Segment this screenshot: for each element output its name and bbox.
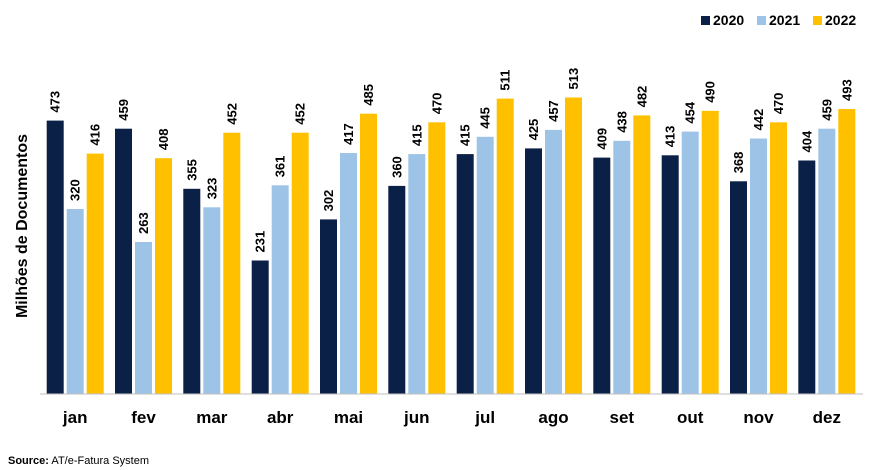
bar-2022-jan [86,153,104,394]
value-labels: 473 320 416 459 263 408 355 323 452 231 361 452 302 4… [48,68,855,253]
value-label-2021-nov: 442 [751,109,766,131]
x-tick-label-set: set [610,408,635,427]
x-tick-label-mai: mai [334,408,363,427]
legend-swatch-2021 [757,16,766,25]
x-tick-label-dez: dez [813,408,841,427]
x-tick-label-mar: mar [196,408,228,427]
x-tick-label-jul: jul [474,408,495,427]
source-label: Source: [8,455,49,467]
value-label-2022-set: 482 [634,86,649,108]
bar-2021-ago [545,129,562,394]
value-label-2022-fev: 408 [156,128,171,150]
x-tick-label-jan: jan [62,408,88,427]
bar-2021-jul [476,136,494,395]
value-label-2020-mai: 302 [321,190,336,212]
value-label-2020-set: 409 [594,128,609,150]
value-label-2020-dez: 404 [799,130,814,152]
bar-2022-out [701,110,719,395]
legend-swatch-2020 [701,16,710,25]
legend: 2020 2021 2022 [701,12,856,28]
bar-2021-out [681,131,699,394]
bar-2020-jul [456,154,474,394]
value-label-2021-set: 438 [614,111,629,133]
bar-2021-fev [135,242,152,394]
y-axis-label: Milhões de Documentos [14,134,31,318]
value-label-2021-mai: 417 [341,123,356,145]
value-label-2021-jan: 320 [68,179,83,201]
x-tick-label-fev: fev [131,408,156,427]
bar-2020-nov [730,181,747,394]
value-label-2022-mai: 485 [361,84,376,106]
value-label-2022-mar: 452 [224,103,239,125]
bar-2022-set [633,115,651,395]
bar-2021-mar [203,207,221,394]
x-tick-labels: jan fev mar abr mai jun jul ago set out nov dez [62,408,841,427]
x-tick-label-nov: nov [743,408,774,427]
x-tick-label-abr: abr [267,408,294,427]
value-label-2020-mar: 355 [184,159,199,181]
bar-2021-jan [66,209,84,394]
value-label-2022-jun: 470 [429,93,444,115]
bar-2020-abr [251,260,269,394]
bar-2022-abr [291,132,309,394]
bar-2020-mar [183,188,201,394]
x-tick-label-out: out [677,408,704,427]
value-label-2022-abr: 452 [293,103,308,125]
source-note: Source: AT/e-Fatura System [8,455,149,467]
legend-label-2020: 2020 [713,12,744,28]
x-tick-label-ago: ago [538,408,568,427]
value-label-2020-fev: 459 [116,99,131,121]
value-label-2020-abr: 231 [253,231,268,253]
value-label-2020-jul: 415 [458,124,473,146]
bar-2020-jun [388,185,406,394]
value-label-2022-out: 490 [703,81,718,103]
value-label-2022-nov: 470 [771,93,786,115]
bar-2020-jan [46,120,64,394]
value-label-2021-abr: 361 [273,156,288,178]
bar-2021-jun [408,154,426,394]
bar-2022-dez [838,109,856,394]
value-label-2021-dez: 459 [819,99,834,121]
bar-2021-set [613,140,631,394]
bar-2020-ago [525,148,542,394]
value-label-2021-jul: 445 [478,107,493,129]
bar-2021-nov [750,138,767,394]
value-label-2022-jan: 416 [88,124,103,146]
value-label-2021-mar: 323 [204,178,219,200]
legend-label-2021: 2021 [769,12,800,28]
bar-2022-nov [770,122,787,395]
value-label-2021-jun: 415 [409,124,424,146]
bar-2022-jun [428,122,446,395]
bar-2020-out [661,155,679,394]
bar-2021-dez [818,128,836,394]
legend-swatch-2022 [813,16,822,25]
value-label-2020-nov: 368 [731,152,746,174]
value-label-2021-out: 454 [683,101,698,123]
value-label-2022-jul: 511 [498,70,513,91]
value-label-2020-out: 413 [663,126,678,148]
bar-2020-dez [798,160,816,394]
value-label-2021-ago: 457 [546,100,561,122]
source-text: AT/e-Fatura System [51,455,150,467]
x-tick-label-jun: jun [403,408,430,427]
legend-label-2022: 2022 [825,12,856,28]
bar-2020-fev [115,128,132,394]
bar-2022-mai [360,113,377,394]
value-label-2020-jun: 360 [389,156,404,178]
value-label-2020-ago: 425 [526,119,541,141]
bar-2020-set [593,157,611,394]
value-label-2022-dez: 493 [839,79,854,101]
chart: 2020 2021 2022 Milhões de Documentos 473 32… [14,12,863,427]
bar-2021-abr [271,185,289,394]
bar-2021-mai [340,153,357,394]
bar-2022-ago [565,97,582,394]
value-label-2021-fev: 263 [136,212,151,234]
bar-2022-mar [223,132,241,394]
bar-2022-fev [155,158,172,394]
bars [46,97,856,395]
value-label-2022-ago: 513 [566,68,581,90]
value-label-2020-jan: 473 [48,91,63,113]
bar-2022-jul [496,98,514,394]
bar-2020-mai [320,219,337,394]
